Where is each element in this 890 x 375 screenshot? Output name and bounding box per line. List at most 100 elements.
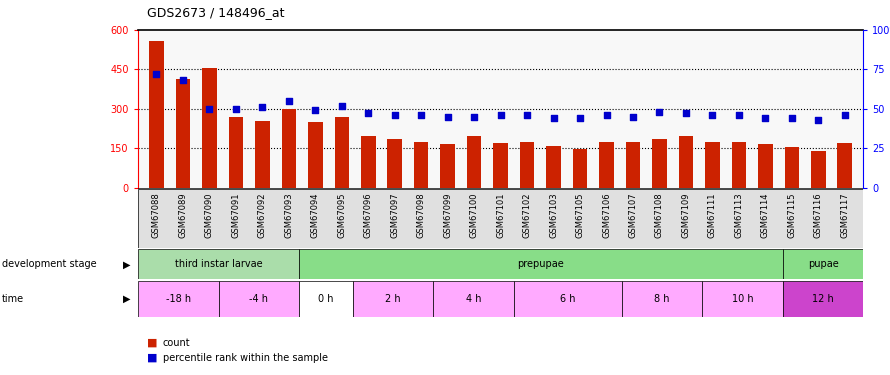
Text: GSM67116: GSM67116 — [813, 192, 822, 238]
Text: GSM67091: GSM67091 — [231, 192, 240, 238]
Text: prepupae: prepupae — [518, 260, 564, 269]
Bar — [308, 122, 322, 188]
Text: ■: ■ — [147, 353, 158, 363]
Bar — [335, 117, 349, 188]
Text: GSM67093: GSM67093 — [284, 192, 294, 238]
Text: time: time — [2, 294, 24, 304]
Text: GSM67107: GSM67107 — [628, 192, 637, 238]
Point — [229, 106, 243, 112]
Point — [150, 71, 164, 77]
Bar — [387, 139, 402, 188]
Point — [732, 112, 746, 118]
Point — [626, 114, 640, 120]
Point — [388, 112, 402, 118]
Text: pupae: pupae — [807, 260, 838, 269]
Text: -4 h: -4 h — [249, 294, 269, 304]
Bar — [621, 281, 702, 317]
Text: 6 h: 6 h — [560, 294, 576, 304]
Text: ■: ■ — [147, 338, 158, 348]
Bar — [573, 149, 587, 188]
Text: GSM67088: GSM67088 — [152, 192, 161, 238]
Text: GSM67100: GSM67100 — [470, 192, 479, 238]
Text: GSM67092: GSM67092 — [258, 192, 267, 238]
Text: 2 h: 2 h — [385, 294, 401, 304]
Text: GSM67108: GSM67108 — [655, 192, 664, 238]
Bar — [546, 146, 561, 188]
Bar — [782, 281, 863, 317]
Text: GSM67096: GSM67096 — [364, 192, 373, 238]
Text: GSM67101: GSM67101 — [496, 192, 506, 238]
Bar — [441, 144, 455, 188]
Bar — [758, 144, 773, 188]
Text: ▶: ▶ — [124, 294, 131, 304]
Text: GSM67099: GSM67099 — [443, 192, 452, 238]
Point — [335, 103, 349, 109]
Text: 4 h: 4 h — [466, 294, 481, 304]
Text: 8 h: 8 h — [654, 294, 669, 304]
Text: GSM67103: GSM67103 — [549, 192, 558, 238]
Point — [705, 112, 719, 118]
Bar — [138, 281, 219, 317]
Bar — [361, 136, 376, 188]
Text: GSM67105: GSM67105 — [576, 192, 585, 238]
Text: percentile rank within the sample: percentile rank within the sample — [163, 353, 328, 363]
Bar — [352, 281, 433, 317]
Point — [758, 115, 773, 121]
Text: ▶: ▶ — [124, 260, 131, 269]
Point — [652, 109, 667, 115]
Text: -18 h: -18 h — [166, 294, 190, 304]
Bar — [299, 249, 782, 279]
Text: GSM67111: GSM67111 — [708, 192, 717, 238]
Bar — [138, 189, 863, 248]
Bar — [837, 143, 852, 188]
Text: 0 h: 0 h — [319, 294, 334, 304]
Bar — [299, 281, 352, 317]
Bar — [150, 40, 164, 188]
Bar — [520, 142, 534, 188]
Bar — [255, 121, 270, 188]
Text: GSM67095: GSM67095 — [337, 192, 346, 238]
Point — [202, 106, 216, 112]
Text: GSM67109: GSM67109 — [682, 192, 691, 238]
Bar — [652, 139, 667, 188]
Point — [599, 112, 613, 118]
Text: 10 h: 10 h — [732, 294, 753, 304]
Text: GSM67090: GSM67090 — [205, 192, 214, 238]
Point — [441, 114, 455, 120]
Bar — [229, 117, 243, 188]
Bar — [732, 142, 746, 188]
Text: GSM67113: GSM67113 — [734, 192, 743, 238]
Bar — [785, 147, 799, 188]
Bar — [414, 142, 428, 188]
Point — [546, 115, 561, 121]
Bar — [175, 79, 190, 188]
Text: GDS2673 / 148496_at: GDS2673 / 148496_at — [147, 6, 284, 19]
Text: GSM67117: GSM67117 — [840, 192, 849, 238]
Bar — [219, 281, 299, 317]
Point — [679, 111, 693, 117]
Text: GSM67106: GSM67106 — [602, 192, 611, 238]
Bar — [705, 142, 720, 188]
Point — [493, 112, 507, 118]
Text: count: count — [163, 338, 190, 348]
Text: GSM67115: GSM67115 — [788, 192, 797, 238]
Bar — [679, 136, 693, 188]
Text: GSM67089: GSM67089 — [179, 192, 188, 238]
Bar — [782, 249, 863, 279]
Text: GSM67094: GSM67094 — [311, 192, 320, 238]
Point — [573, 115, 587, 121]
Point — [282, 98, 296, 104]
Point — [176, 77, 190, 83]
Point — [255, 104, 270, 110]
Point — [414, 112, 428, 118]
Bar — [138, 249, 299, 279]
Bar — [281, 109, 296, 188]
Text: GSM67097: GSM67097 — [390, 192, 400, 238]
Point — [520, 112, 534, 118]
Point — [785, 115, 799, 121]
Bar — [811, 151, 826, 188]
Bar — [493, 143, 508, 188]
Text: third instar larvae: third instar larvae — [174, 260, 263, 269]
Point — [467, 114, 481, 120]
Bar — [702, 281, 782, 317]
